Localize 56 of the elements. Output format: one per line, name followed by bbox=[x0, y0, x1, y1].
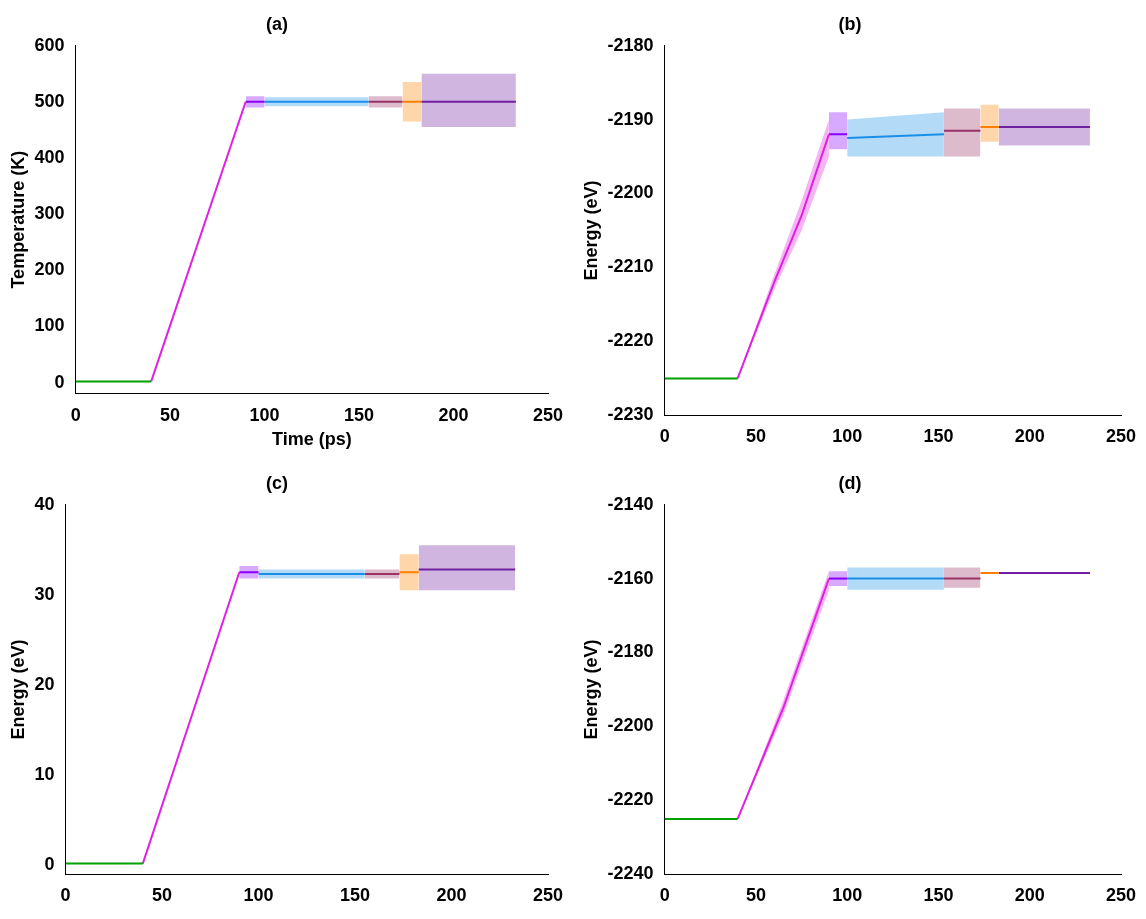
x-tick-label: 0 bbox=[659, 885, 670, 906]
x-tick-label: 50 bbox=[745, 426, 766, 447]
y-tick-label: 500 bbox=[34, 90, 65, 111]
x-tick-label: 250 bbox=[532, 885, 564, 906]
y-tick-label: -2210 bbox=[607, 256, 654, 277]
y-tick-label: 0 bbox=[44, 854, 55, 875]
y-tick-label: 40 bbox=[34, 493, 55, 514]
x-tick-label: 150 bbox=[344, 404, 375, 425]
y-tick-label: 10 bbox=[34, 764, 55, 785]
y-axis-title: Energy (eV) bbox=[7, 639, 28, 740]
y-tick-label: 20 bbox=[34, 673, 55, 694]
y-tick-label: -2180 bbox=[607, 641, 654, 662]
x-tick-label: 50 bbox=[160, 404, 181, 425]
chart-title: (b) bbox=[838, 13, 862, 34]
y-tick-label: 200 bbox=[34, 259, 65, 280]
y-axis-title: Energy (eV) bbox=[580, 639, 601, 740]
y-tick-label: -2230 bbox=[607, 404, 654, 425]
y-tick-label: -2240 bbox=[607, 863, 654, 884]
y-axis-title: Temperature (K) bbox=[7, 150, 28, 289]
x-tick-label: 250 bbox=[1105, 426, 1137, 447]
x-tick-label: 50 bbox=[152, 885, 173, 906]
x-tick-label: 150 bbox=[340, 885, 371, 906]
y-tick-label: 400 bbox=[34, 146, 65, 167]
x-tick-label: 200 bbox=[1014, 885, 1045, 906]
y-tick-label: -2220 bbox=[607, 330, 654, 351]
x-axis-title: Time (ps) bbox=[271, 429, 352, 450]
y-tick-label: -2140 bbox=[607, 493, 654, 514]
x-tick-label: 100 bbox=[249, 404, 280, 425]
y-tick-label: -2190 bbox=[607, 108, 654, 129]
x-tick-label: 200 bbox=[436, 885, 467, 906]
x-tick-label: 0 bbox=[70, 404, 81, 425]
chart-title: (c) bbox=[266, 472, 288, 493]
y-axis-title: Energy (eV) bbox=[580, 180, 601, 281]
x-tick-label: 100 bbox=[243, 885, 274, 906]
x-tick-label: 200 bbox=[438, 404, 469, 425]
y-tick-label: 100 bbox=[34, 315, 65, 336]
y-tick-label: 300 bbox=[34, 203, 65, 224]
y-tick-label: -2180 bbox=[607, 34, 654, 55]
x-tick-label: 250 bbox=[1105, 885, 1137, 906]
x-tick-label: 200 bbox=[1014, 426, 1045, 447]
y-tick-label: 600 bbox=[34, 34, 65, 55]
y-tick-label: -2220 bbox=[607, 789, 654, 810]
x-tick-label: 0 bbox=[659, 426, 670, 447]
y-tick-label: -2200 bbox=[607, 715, 654, 736]
chart-title: (a) bbox=[266, 13, 288, 34]
x-tick-label: 50 bbox=[745, 885, 766, 906]
x-tick-label: 100 bbox=[832, 885, 863, 906]
x-tick-label: 150 bbox=[923, 885, 954, 906]
chart-title: (d) bbox=[838, 472, 862, 493]
y-tick-label: -2160 bbox=[607, 567, 654, 588]
y-tick-label: 30 bbox=[34, 583, 55, 604]
y-tick-label: 0 bbox=[54, 371, 65, 392]
x-tick-label: 100 bbox=[832, 426, 863, 447]
y-tick-label: -2200 bbox=[607, 182, 654, 203]
x-tick-label: 250 bbox=[532, 404, 564, 425]
x-tick-label: 150 bbox=[923, 426, 954, 447]
